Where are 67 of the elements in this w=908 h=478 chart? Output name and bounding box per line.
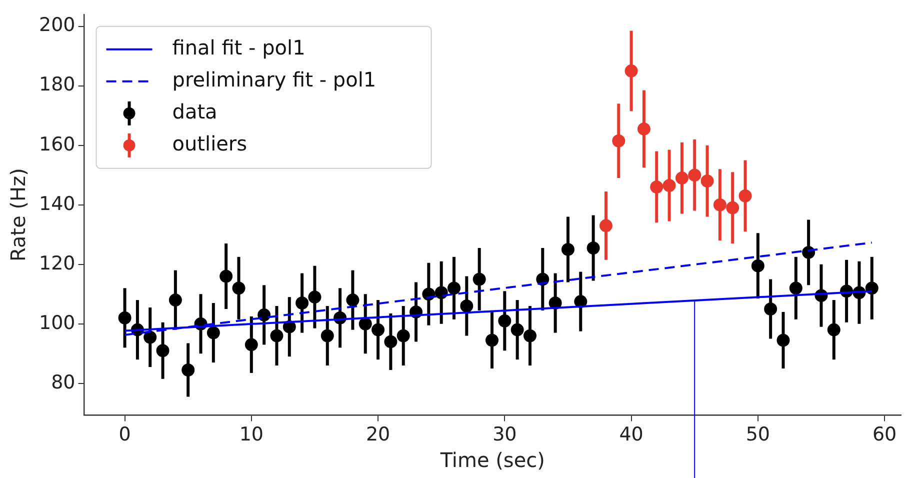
point bbox=[156, 344, 170, 358]
point bbox=[372, 323, 385, 336]
legend-label: preliminary fit - pol1 bbox=[172, 68, 376, 92]
point bbox=[599, 219, 612, 232]
y-axis-title: Rate (Hz) bbox=[6, 168, 30, 262]
y-tick-label: 140 bbox=[39, 192, 76, 215]
legend-label: outliers bbox=[172, 132, 248, 156]
point bbox=[206, 326, 220, 340]
point bbox=[612, 134, 626, 148]
point bbox=[865, 282, 878, 295]
point bbox=[789, 282, 802, 295]
point bbox=[244, 338, 258, 352]
point bbox=[220, 270, 233, 283]
point bbox=[675, 172, 688, 185]
point bbox=[308, 290, 322, 304]
point bbox=[258, 308, 271, 322]
point bbox=[182, 363, 195, 376]
point bbox=[472, 272, 486, 286]
point bbox=[713, 198, 726, 212]
x-tick-label: 40 bbox=[619, 424, 644, 446]
x-axis-title: Time (sec) bbox=[439, 448, 545, 472]
point bbox=[624, 64, 638, 78]
point bbox=[662, 178, 676, 192]
point bbox=[700, 174, 714, 188]
point bbox=[434, 286, 448, 300]
point bbox=[738, 189, 752, 202]
x-tick-label: 0 bbox=[118, 424, 131, 446]
point bbox=[448, 282, 461, 295]
point bbox=[726, 201, 740, 214]
point bbox=[384, 335, 398, 348]
point bbox=[232, 282, 246, 295]
point bbox=[688, 168, 702, 182]
point bbox=[751, 259, 764, 272]
point bbox=[118, 311, 132, 324]
point bbox=[320, 329, 334, 342]
legend-label: final fit - pol1 bbox=[172, 36, 306, 60]
point bbox=[827, 323, 840, 336]
point bbox=[561, 242, 574, 256]
y-tick-label: 80 bbox=[51, 371, 76, 394]
point bbox=[510, 323, 524, 336]
y-tick-label: 160 bbox=[39, 133, 76, 156]
point bbox=[776, 334, 790, 347]
point bbox=[650, 180, 664, 194]
point bbox=[296, 296, 309, 310]
point bbox=[486, 334, 498, 347]
point bbox=[358, 317, 372, 330]
y-tick-label: 120 bbox=[39, 252, 76, 274]
point bbox=[144, 330, 157, 344]
point bbox=[498, 314, 512, 328]
point bbox=[523, 329, 536, 342]
point bbox=[346, 294, 360, 307]
point bbox=[270, 329, 284, 342]
x-tick-label: 20 bbox=[366, 424, 390, 446]
point bbox=[764, 302, 778, 316]
x-tick-label: 50 bbox=[746, 424, 770, 446]
point bbox=[396, 329, 410, 342]
legend-label: data bbox=[172, 100, 218, 124]
x-tick-label: 10 bbox=[239, 424, 264, 446]
y-tick-label: 100 bbox=[39, 312, 76, 334]
point bbox=[168, 294, 182, 307]
x-tick-label: 60 bbox=[872, 424, 897, 446]
y-tick-label: 180 bbox=[39, 74, 76, 96]
point bbox=[637, 122, 650, 136]
point bbox=[586, 241, 600, 254]
point bbox=[460, 300, 474, 312]
x-tick-label: 30 bbox=[492, 424, 517, 446]
y-tick-label: 200 bbox=[39, 14, 76, 36]
